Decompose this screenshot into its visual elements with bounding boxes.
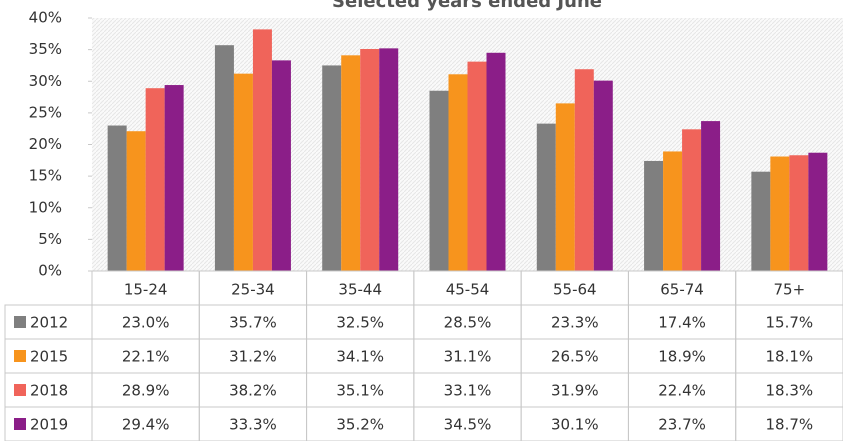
- data-label: 15.7%: [766, 314, 814, 332]
- bar: [429, 90, 449, 271]
- bar: [701, 121, 721, 271]
- data-label: 32.5%: [336, 314, 384, 332]
- legend-swatch: [14, 316, 26, 328]
- x-tick-label: 55-64: [553, 281, 597, 299]
- data-label: 35.2%: [336, 416, 384, 434]
- bar: [271, 60, 291, 271]
- table-cell: [735, 406, 843, 441]
- data-label: 29.4%: [122, 416, 170, 434]
- data-label: 23.3%: [551, 314, 599, 332]
- bar: [593, 80, 613, 272]
- x-tick-label: 45-54: [446, 281, 490, 299]
- bar: [789, 155, 809, 271]
- data-label: 18.7%: [766, 416, 814, 434]
- data-label: 33.3%: [229, 416, 277, 434]
- bar: [751, 171, 771, 271]
- data-label: 33.1%: [444, 382, 492, 400]
- y-tick-label: 10%: [29, 198, 62, 216]
- y-tick-label: 20%: [29, 135, 62, 153]
- bar: [555, 103, 575, 271]
- legend-swatch: [14, 350, 26, 362]
- data-label: 28.9%: [122, 382, 170, 400]
- data-label: 26.5%: [551, 348, 599, 366]
- bar: [770, 156, 790, 271]
- bar: [663, 151, 683, 271]
- bar: [341, 55, 361, 271]
- legend-label: 2019: [30, 416, 68, 434]
- legend-swatch: [14, 384, 26, 396]
- legend-swatch: [14, 418, 26, 430]
- bar: [379, 48, 399, 271]
- data-label: 22.1%: [122, 348, 170, 366]
- x-tick-label: 15-24: [124, 281, 168, 299]
- bar: [145, 88, 165, 272]
- data-label: 18.9%: [658, 348, 706, 366]
- bar: [808, 152, 828, 271]
- x-tick-label: 65-74: [660, 281, 704, 299]
- bar: [360, 48, 380, 272]
- chart-title: Selected years ended June: [332, 0, 602, 12]
- data-label: 34.5%: [444, 416, 492, 434]
- bar: [536, 123, 556, 271]
- y-tick-label: 15%: [29, 167, 62, 185]
- data-label: 35.7%: [229, 314, 277, 332]
- data-label: 28.5%: [444, 314, 492, 332]
- bar: [252, 29, 272, 272]
- bar: [682, 129, 702, 271]
- legend-label: 2018: [30, 382, 68, 400]
- data-label: 34.1%: [336, 348, 384, 366]
- data-label: 18.3%: [766, 382, 814, 400]
- bar: [486, 52, 506, 271]
- data-label: 31.9%: [551, 382, 599, 400]
- data-label: 17.4%: [658, 314, 706, 332]
- bar: [448, 74, 468, 271]
- bar: [644, 160, 664, 271]
- data-label: 38.2%: [229, 382, 277, 400]
- y-tick-label: 30%: [29, 72, 62, 90]
- bar: [164, 85, 184, 271]
- x-tick-label: 35-44: [338, 281, 382, 299]
- x-tick-label: 75+: [774, 281, 806, 299]
- legend-label: 2015: [30, 348, 68, 366]
- legend-label: 2012: [30, 314, 68, 332]
- y-tick-label: 5%: [38, 230, 62, 248]
- bar: [233, 73, 253, 271]
- data-label: 35.1%: [336, 382, 384, 400]
- data-label: 23.0%: [122, 314, 170, 332]
- bar: [214, 45, 234, 272]
- x-tick-label: 25-34: [231, 281, 275, 299]
- y-tick-label: 0%: [38, 262, 62, 280]
- bar: [126, 131, 146, 271]
- data-label: 22.4%: [658, 382, 706, 400]
- bar: [467, 61, 487, 271]
- data-label: 30.1%: [551, 416, 599, 434]
- bar: [322, 65, 342, 271]
- data-label: 23.7%: [658, 416, 706, 434]
- bar: [107, 125, 127, 272]
- y-tick-label: 35%: [29, 40, 62, 58]
- data-label: 31.2%: [229, 348, 277, 366]
- bar: [574, 69, 594, 271]
- data-label: 18.1%: [766, 348, 814, 366]
- y-tick-label: 25%: [29, 103, 62, 121]
- y-tick-label: 40%: [29, 9, 62, 27]
- data-label: 31.1%: [444, 348, 492, 366]
